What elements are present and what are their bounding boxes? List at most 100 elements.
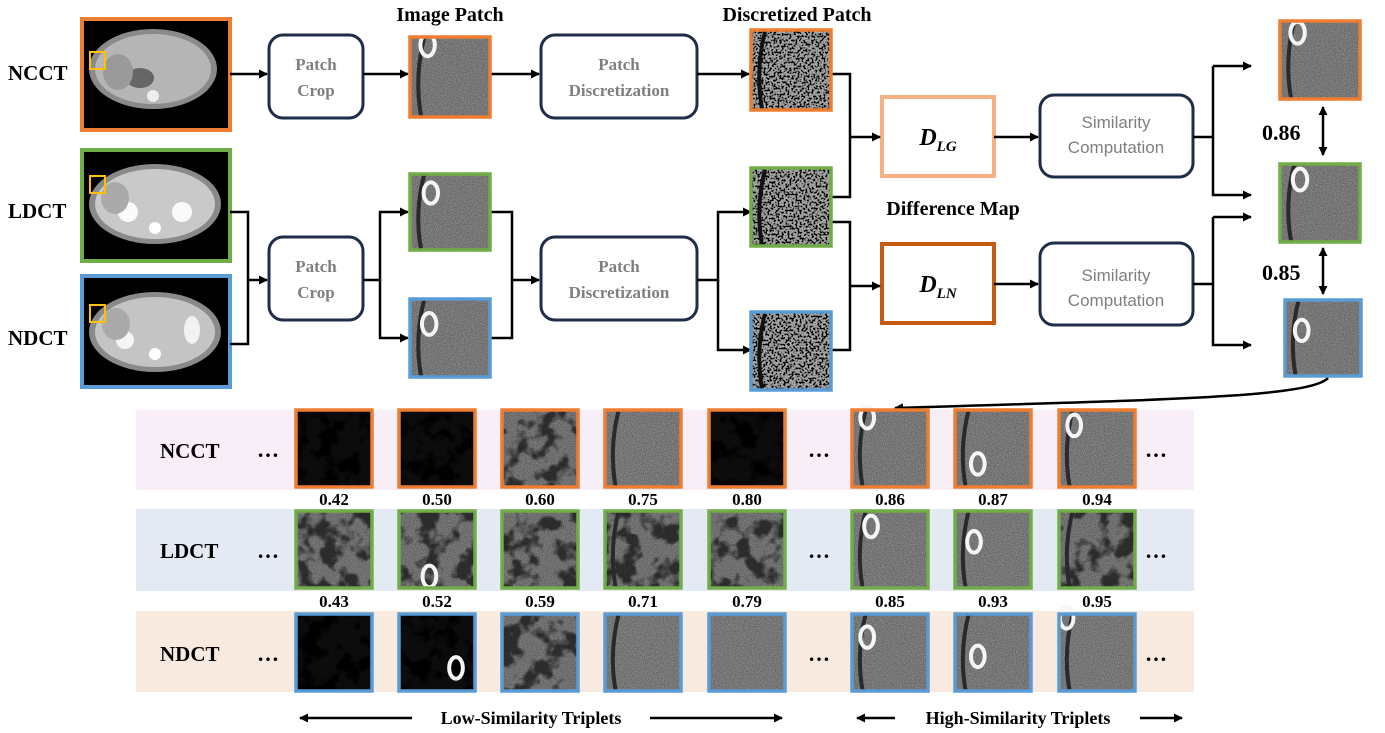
discretized-patch-ldct bbox=[749, 166, 833, 248]
score-ncct-ldct-5: 0.80 bbox=[732, 490, 762, 509]
ellipsis-ncct-1: … bbox=[257, 437, 279, 462]
label-ldct: LDCT bbox=[8, 199, 66, 223]
svg-text:Discretization: Discretization bbox=[569, 283, 670, 302]
svg-text:Computation: Computation bbox=[1068, 138, 1164, 157]
output-patch-ndct bbox=[1283, 298, 1363, 378]
score-ldct-ndct-5: 0.79 bbox=[732, 592, 762, 611]
ellipsis-ncct-2: … bbox=[808, 437, 830, 462]
svg-text:Crop: Crop bbox=[297, 283, 334, 302]
patch-discretization-box-ld-nd: Patch Discretization bbox=[539, 235, 699, 322]
ellipsis-ldct-2: … bbox=[808, 538, 830, 563]
ellipsis-ndct-1: … bbox=[257, 641, 279, 666]
similarity-box-lg: Similarity Computation bbox=[1038, 93, 1195, 179]
triplet-ndct-2 bbox=[397, 612, 477, 693]
triplet-ldct-8 bbox=[1057, 509, 1137, 590]
image-patch-ndct bbox=[408, 297, 492, 379]
svg-text:DLG: DLG bbox=[918, 125, 957, 155]
ellipsis-ldct-1: … bbox=[257, 538, 279, 563]
svg-text:Patch: Patch bbox=[295, 257, 337, 276]
ellipsis-ncct-3: … bbox=[1145, 437, 1167, 462]
score-ldct-ndct-1: 0.43 bbox=[319, 592, 349, 611]
output-patch-ldct bbox=[1278, 162, 1362, 244]
score-ldct-ndct-2: 0.52 bbox=[422, 592, 452, 611]
svg-text:Patch: Patch bbox=[598, 55, 640, 74]
triplet-ncct-5 bbox=[707, 408, 787, 489]
ldct-ct-slice bbox=[80, 148, 232, 263]
triplet-ndct-8 bbox=[1057, 605, 1137, 693]
score-ncct-ldct-8: 0.94 bbox=[1082, 490, 1112, 509]
triplet-ldct-7 bbox=[953, 509, 1033, 590]
triplet-ndct-3 bbox=[500, 612, 580, 693]
ellipsis-ndct-2: … bbox=[808, 641, 830, 666]
triplet-ldct-2 bbox=[397, 509, 477, 590]
score-ldct-ndct-4: 0.71 bbox=[628, 592, 658, 611]
triplet-ldct-1 bbox=[294, 509, 374, 590]
score-ncct-ldct-6: 0.86 bbox=[875, 490, 905, 509]
triplet-ncct-7 bbox=[953, 408, 1033, 489]
header-discretized-patch: Discretized Patch bbox=[722, 4, 871, 26]
score-ldct-ndct-6: 0.85 bbox=[875, 592, 905, 611]
ellipsis-ldct-3: … bbox=[1145, 538, 1167, 563]
triplet-ncct-2 bbox=[397, 408, 477, 489]
score-ldct-ndct-3: 0.59 bbox=[525, 592, 555, 611]
ndct-ct-slice bbox=[80, 274, 232, 389]
triplet-ndct-7 bbox=[953, 612, 1033, 693]
image-patch-ldct bbox=[408, 172, 492, 252]
similarity-box-ln: Similarity Computation bbox=[1038, 241, 1195, 327]
score-ncct-ldct-7: 0.87 bbox=[978, 490, 1008, 509]
triplet-ldct-4 bbox=[603, 509, 683, 590]
score-ncct-ldct: 0.86 bbox=[1262, 120, 1301, 145]
grid-label-ldct: LDCT bbox=[160, 539, 218, 563]
patch-crop-box-ld-nd: Patch Crop bbox=[267, 235, 365, 322]
triplet-ndct-1 bbox=[294, 612, 374, 693]
svg-text:DLN: DLN bbox=[918, 272, 958, 302]
triplet-ndct-4 bbox=[603, 612, 683, 693]
triplet-ldct-6 bbox=[850, 509, 930, 590]
score-ncct-ldct-2: 0.50 bbox=[422, 490, 452, 509]
patch-discretization-box-ncct: Patch Discretization bbox=[539, 33, 699, 120]
svg-text:Patch: Patch bbox=[598, 257, 640, 276]
grid-label-ndct: NDCT bbox=[160, 642, 220, 666]
triplet-ldct-5 bbox=[707, 509, 787, 590]
svg-text:Similarity: Similarity bbox=[1082, 113, 1151, 132]
grid-label-ncct: NCCT bbox=[160, 439, 220, 463]
difference-map-lg: DLG bbox=[880, 95, 996, 178]
triplet-ncct-8 bbox=[1057, 408, 1137, 489]
label-ndct: NDCT bbox=[8, 326, 68, 350]
svg-text:Low-Similarity Triplets: Low-Similarity Triplets bbox=[441, 708, 622, 728]
ellipsis-ndct-3: … bbox=[1145, 641, 1167, 666]
header-difference-map: Difference Map bbox=[886, 198, 1019, 220]
triplet-grid: … … … … … … … … … 0.42 0.50 0.60 0.75 0.80 0.86 0.87 0.9… bbox=[257, 404, 1167, 693]
svg-text:Patch: Patch bbox=[295, 55, 337, 74]
difference-map-ln: DLN bbox=[880, 242, 996, 325]
connectors bbox=[230, 61, 1329, 413]
high-similarity-caption: High-Similarity Triplets bbox=[856, 708, 1183, 728]
low-similarity-caption: Low-Similarity Triplets bbox=[299, 708, 783, 728]
triplet-ncct-1 bbox=[294, 408, 374, 489]
triplet-ndct-5 bbox=[707, 612, 787, 693]
svg-text:High-Similarity Triplets: High-Similarity Triplets bbox=[926, 708, 1111, 728]
triplet-ncct-4 bbox=[603, 408, 683, 489]
svg-text:Crop: Crop bbox=[297, 81, 334, 100]
label-ncct: NCCT bbox=[8, 61, 68, 85]
svg-text:Discretization: Discretization bbox=[569, 81, 670, 100]
triplet-ncct-3 bbox=[500, 408, 580, 489]
score-ncct-ldct-3: 0.60 bbox=[525, 490, 555, 509]
header-image-patch: Image Patch bbox=[396, 4, 503, 26]
score-ncct-ldct-4: 0.75 bbox=[628, 490, 658, 509]
score-ldct-ndct-7: 0.93 bbox=[978, 592, 1008, 611]
svg-text:Computation: Computation bbox=[1068, 291, 1164, 310]
triplet-ndct-6 bbox=[850, 612, 930, 693]
ncct-ct-slice bbox=[80, 17, 232, 132]
score-ldct-ndct: 0.85 bbox=[1262, 260, 1301, 285]
patch-crop-box-ncct: Patch Crop bbox=[267, 33, 365, 120]
svg-text:Similarity: Similarity bbox=[1082, 266, 1151, 285]
triplet-ldct-3 bbox=[500, 509, 580, 590]
score-ldct-ndct-8: 0.95 bbox=[1082, 592, 1112, 611]
output-patch-ncct bbox=[1278, 19, 1362, 101]
discretized-patch-ncct bbox=[749, 28, 833, 112]
triplet-ncct-6 bbox=[850, 404, 930, 489]
image-patch-ncct bbox=[408, 31, 492, 119]
